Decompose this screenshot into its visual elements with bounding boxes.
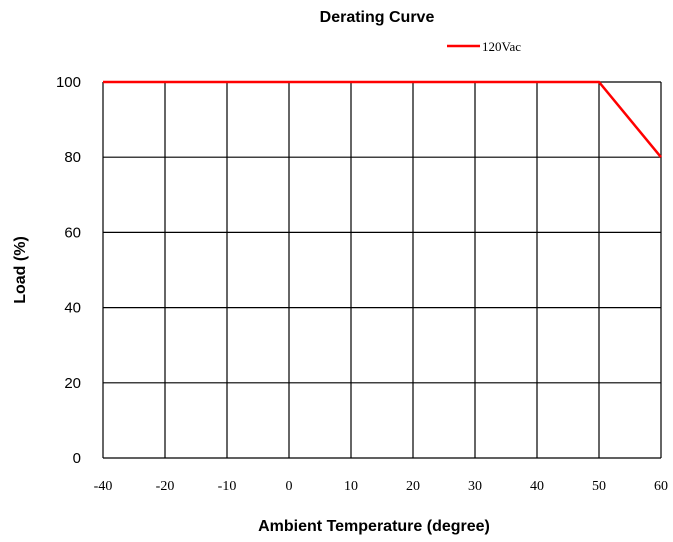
x-tick-label: 20 (406, 479, 420, 494)
x-tick-label: 50 (592, 479, 606, 494)
x-axis-label: Ambient Temperature (degree) (258, 518, 490, 535)
x-tick-label: -10 (218, 479, 237, 494)
x-tick-label: 30 (468, 479, 482, 494)
x-tick-label: 10 (344, 479, 358, 494)
y-tick-label: 40 (64, 300, 81, 317)
series-line-120vac (103, 80, 662, 158)
x-tick-label: 0 (286, 479, 293, 494)
series-layer (102, 80, 662, 158)
y-tick-label: 0 (73, 450, 81, 467)
legend: 120Vac (447, 39, 521, 54)
legend-label-120vac: 120Vac (482, 39, 521, 54)
y-tick-labels: 0 20 40 60 80 100 (56, 74, 81, 467)
x-tick-label: 60 (654, 479, 668, 494)
grid (102, 81, 662, 459)
y-tick-label: 100 (56, 74, 81, 91)
x-tick-labels: -40 -20 -10 0 10 20 30 40 50 60 (94, 479, 668, 494)
y-tick-label: 20 (64, 375, 81, 392)
x-tick-label: -40 (94, 479, 113, 494)
y-axis-label: Load (%) (12, 236, 29, 304)
x-tick-label: 40 (530, 479, 544, 494)
y-tick-label: 80 (64, 149, 81, 166)
x-tick-label: -20 (156, 479, 175, 494)
chart-title: Derating Curve (320, 9, 435, 26)
y-tick-label: 60 (64, 224, 81, 241)
